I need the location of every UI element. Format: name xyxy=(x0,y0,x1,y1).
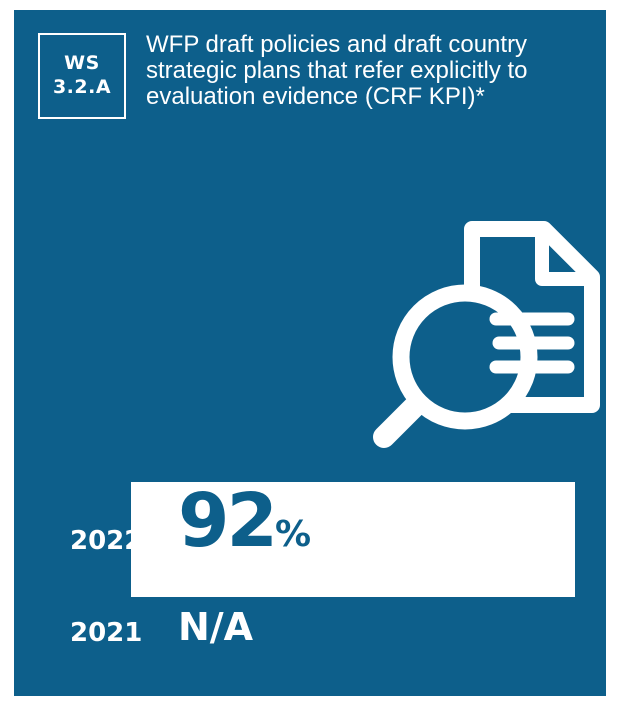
kpi-title: WFP draft policies and draft country str… xyxy=(146,31,528,110)
document-magnifier-icon xyxy=(354,215,604,465)
value-2022: 92% xyxy=(178,484,311,558)
value-2022-number: 92 xyxy=(178,478,278,564)
progress-bar-2022 xyxy=(131,482,575,597)
value-2022-unit: % xyxy=(274,514,312,555)
badge-line2: 3.2.A xyxy=(52,76,112,98)
year-label-2021: 2021 xyxy=(70,618,143,648)
year-label-2022: 2022 xyxy=(70,526,143,556)
kpi-card: WS 3.2.A WFP draft policies and draft co… xyxy=(14,10,606,696)
value-2021: N/A xyxy=(178,605,254,649)
ws-badge: WS 3.2.A xyxy=(38,33,126,119)
badge-line1: WS xyxy=(64,52,100,75)
